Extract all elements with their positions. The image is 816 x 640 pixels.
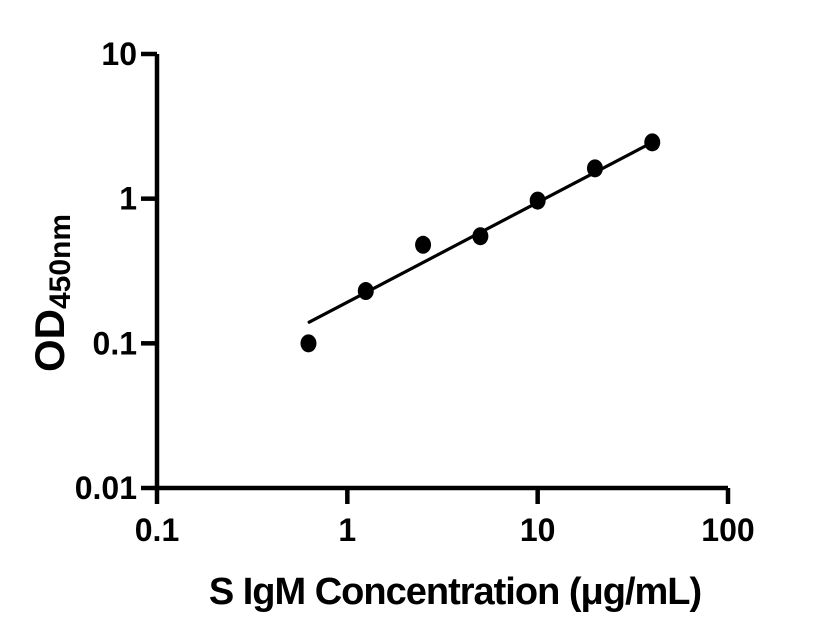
y-axis-title-main: OD (26, 309, 73, 373)
y-axis-title-subscript: 450nm (44, 213, 77, 310)
x-axis-title: S IgM Concentration (μg/mL) (208, 571, 702, 613)
y-tick-label-10: 10 (101, 36, 137, 72)
data-point-7 (644, 133, 661, 152)
x-tick-label-10: 10 (520, 512, 556, 548)
data-point-6 (586, 159, 603, 178)
y-tick-label-0.01: 0.01 (75, 470, 137, 506)
data-point-4 (472, 227, 489, 246)
y-axis-title: OD450nm (26, 214, 78, 372)
y-tick-label-1: 1 (119, 181, 137, 217)
x-tick-label-0.1: 0.1 (135, 512, 179, 548)
x-tick-label-1: 1 (338, 512, 356, 548)
data-point-5 (529, 191, 546, 210)
data-point-3 (415, 235, 432, 254)
data-point-1 (300, 334, 317, 353)
y-tick-label-0.1: 0.1 (93, 325, 137, 361)
axis-frame (154, 54, 728, 491)
x-tick-label-100: 100 (701, 512, 754, 548)
data-point-2 (357, 282, 374, 301)
